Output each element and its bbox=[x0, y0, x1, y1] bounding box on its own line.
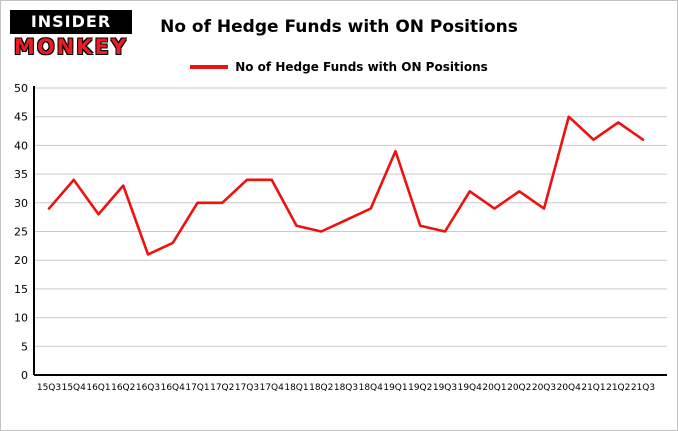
svg-text:20Q1: 20Q1 bbox=[482, 383, 506, 393]
svg-text:50: 50 bbox=[14, 82, 28, 95]
svg-text:17Q1: 17Q1 bbox=[185, 383, 209, 393]
svg-text:17Q3: 17Q3 bbox=[235, 383, 259, 393]
svg-text:20Q3: 20Q3 bbox=[532, 383, 556, 393]
svg-text:20Q4: 20Q4 bbox=[557, 383, 582, 393]
svg-text:21Q2: 21Q2 bbox=[606, 383, 630, 393]
svg-text:35: 35 bbox=[14, 168, 28, 181]
svg-text:18Q4: 18Q4 bbox=[359, 383, 384, 393]
svg-text:15: 15 bbox=[14, 283, 28, 296]
svg-text:16Q3: 16Q3 bbox=[136, 383, 160, 393]
svg-text:16Q4: 16Q4 bbox=[161, 383, 186, 393]
chart-legend: No of Hedge Funds with ON Positions bbox=[1, 60, 677, 74]
svg-text:15Q4: 15Q4 bbox=[62, 383, 87, 393]
insider-monkey-logo: INSIDER MONKEY bbox=[10, 10, 132, 59]
svg-text:17Q4: 17Q4 bbox=[260, 383, 285, 393]
svg-text:18Q1: 18Q1 bbox=[284, 383, 308, 393]
svg-text:20Q2: 20Q2 bbox=[507, 383, 531, 393]
svg-text:20: 20 bbox=[14, 254, 28, 267]
svg-text:19Q3: 19Q3 bbox=[433, 383, 457, 393]
svg-text:19Q2: 19Q2 bbox=[408, 383, 432, 393]
svg-text:0: 0 bbox=[21, 369, 28, 382]
legend-line-swatch bbox=[190, 65, 229, 69]
svg-text:21Q3: 21Q3 bbox=[631, 383, 655, 393]
svg-text:19Q4: 19Q4 bbox=[458, 383, 483, 393]
svg-text:19Q1: 19Q1 bbox=[383, 383, 407, 393]
chart-title: No of Hedge Funds with ON Positions bbox=[160, 17, 518, 37]
svg-text:16Q1: 16Q1 bbox=[86, 383, 110, 393]
logo-text-monkey: MONKEY bbox=[13, 35, 129, 59]
svg-text:30: 30 bbox=[14, 197, 28, 210]
svg-text:16Q2: 16Q2 bbox=[111, 383, 135, 393]
svg-text:17Q2: 17Q2 bbox=[210, 383, 234, 393]
svg-text:45: 45 bbox=[14, 111, 28, 124]
logo-text-insider: INSIDER bbox=[10, 10, 132, 34]
svg-text:5: 5 bbox=[21, 340, 28, 353]
svg-text:25: 25 bbox=[14, 226, 28, 239]
svg-text:10: 10 bbox=[14, 312, 28, 325]
svg-text:18Q3: 18Q3 bbox=[334, 383, 358, 393]
svg-text:21Q1: 21Q1 bbox=[581, 383, 605, 393]
svg-text:18Q2: 18Q2 bbox=[309, 383, 333, 393]
legend-label: No of Hedge Funds with ON Positions bbox=[235, 60, 488, 74]
svg-text:15Q3: 15Q3 bbox=[37, 383, 61, 393]
svg-text:40: 40 bbox=[14, 139, 28, 152]
